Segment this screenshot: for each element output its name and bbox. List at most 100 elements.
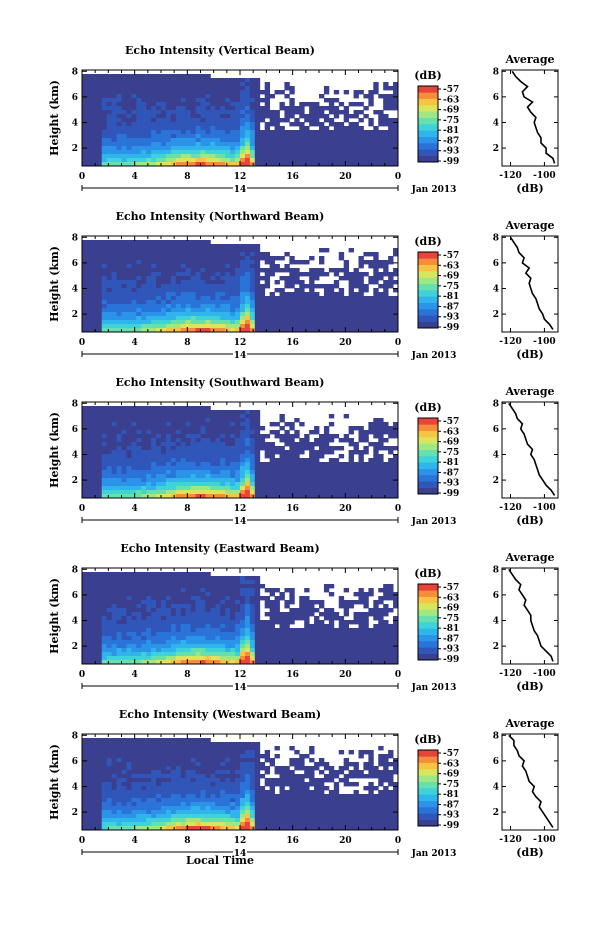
heatmap-cell — [126, 256, 132, 261]
heatmap-cell — [156, 154, 162, 159]
date-tick-label: 14 — [234, 351, 247, 361]
heatmap-cell — [264, 296, 271, 301]
heatmap-cell — [161, 304, 167, 309]
heatmap-cell — [190, 134, 196, 139]
heatmap-cell — [215, 648, 221, 653]
heatmap-cell — [126, 110, 132, 115]
heatmap-cell — [343, 142, 350, 147]
heatmap-cell — [358, 438, 364, 443]
heatmap-cell — [319, 126, 325, 131]
heatmap-cell — [220, 292, 226, 297]
heatmap-cell — [299, 272, 305, 277]
heatmap-cell — [383, 142, 389, 147]
heatmap-cell — [180, 438, 187, 443]
heatmap-cell — [319, 466, 325, 471]
heatmap-cell — [116, 474, 122, 479]
heatmap-cell — [225, 154, 231, 159]
heatmap-cell — [131, 490, 137, 495]
heatmap-cell — [205, 256, 211, 261]
heatmap-cell — [111, 102, 117, 107]
heatmap-cell — [333, 490, 340, 495]
heatmap-cell — [264, 312, 271, 317]
heatmap-cell — [373, 130, 379, 135]
heatmap-cell — [210, 288, 216, 293]
heatmap-cell — [126, 90, 132, 95]
heatmap-cell — [121, 150, 127, 155]
heatmap-cell — [96, 296, 103, 301]
heatmap-cell — [86, 94, 93, 99]
profile-title: Average — [504, 53, 554, 66]
heatmap-cell — [86, 248, 93, 253]
heatmap-cell — [309, 102, 315, 107]
heatmap-cell — [156, 636, 162, 641]
heatmap-cell — [151, 98, 157, 103]
heatmap-cell — [190, 442, 196, 447]
heatmap-cell — [319, 110, 325, 115]
heatmap-cell — [225, 660, 231, 665]
heatmap-cell — [111, 482, 117, 487]
heatmap-cell — [165, 600, 172, 605]
heatmap-cell — [101, 142, 108, 147]
heatmap-cell — [170, 644, 177, 649]
heatmap-cell — [373, 454, 379, 459]
heatmap-cell — [205, 636, 211, 641]
heatmap-cell — [328, 478, 335, 483]
heatmap-cell — [294, 482, 300, 487]
heatmap-cell — [254, 162, 261, 167]
heatmap-cell — [86, 572, 93, 577]
heatmap-cell — [86, 316, 93, 321]
heatmap-cell — [200, 146, 206, 151]
heatmap-cell — [348, 280, 354, 285]
heatmap-cell — [230, 624, 236, 629]
heatmap-cell — [314, 328, 320, 333]
heatmap-cell — [136, 150, 142, 155]
heatmap-cell — [353, 466, 359, 471]
heatmap-cell — [116, 482, 122, 487]
heatmap-cell — [141, 150, 147, 155]
heatmap-cell — [269, 592, 275, 597]
heatmap-cell — [328, 494, 335, 499]
heatmap-cell — [388, 312, 394, 317]
heatmap-cell — [314, 308, 320, 313]
heatmap-cell — [225, 308, 231, 313]
date-axis: 14 Jan 2013 — [81, 515, 456, 527]
heatmap-cell — [319, 268, 325, 273]
heatmap-cell — [235, 580, 241, 585]
heatmap-cell — [180, 494, 187, 499]
heatmap-cell — [215, 596, 221, 601]
heatmap-cell — [190, 276, 196, 281]
heatmap-cell — [101, 240, 108, 245]
heatmap-cell — [156, 616, 162, 621]
heatmap-cell — [274, 134, 280, 139]
heatmap-cell — [264, 284, 271, 289]
heatmap-cell — [161, 126, 167, 131]
heatmap-cell — [220, 494, 226, 499]
heatmap-cell — [146, 86, 152, 91]
heatmap-cell — [190, 604, 196, 609]
heatmap-cell — [91, 446, 98, 451]
heatmap-cell — [368, 122, 374, 127]
heatmap-cell — [170, 406, 177, 411]
heatmap-cell — [274, 320, 280, 325]
heatmap-cell — [161, 296, 167, 301]
heatmap-cell — [195, 324, 201, 329]
heatmap-cell — [319, 320, 325, 325]
heatmap-cell — [244, 260, 251, 265]
heatmap-cell — [299, 316, 305, 321]
heatmap-cell — [131, 422, 137, 427]
heatmap-cell — [106, 648, 113, 653]
heatmap-cell — [210, 450, 216, 455]
heatmap-cell — [131, 616, 137, 621]
colorbar-swatch — [418, 117, 438, 125]
heatmap-cell — [348, 320, 354, 325]
heatmap-cell — [175, 620, 182, 625]
heatmap-cell — [185, 608, 192, 613]
heatmap-cell — [190, 636, 196, 641]
heatmap-cell — [175, 134, 182, 139]
heatmap-cell — [116, 118, 122, 123]
heatmap-cell — [210, 102, 216, 107]
heatmap-cell — [96, 316, 103, 321]
heatmap-cell — [126, 486, 132, 491]
heatmap-cell — [289, 466, 295, 471]
heatmap-cell — [205, 430, 211, 435]
